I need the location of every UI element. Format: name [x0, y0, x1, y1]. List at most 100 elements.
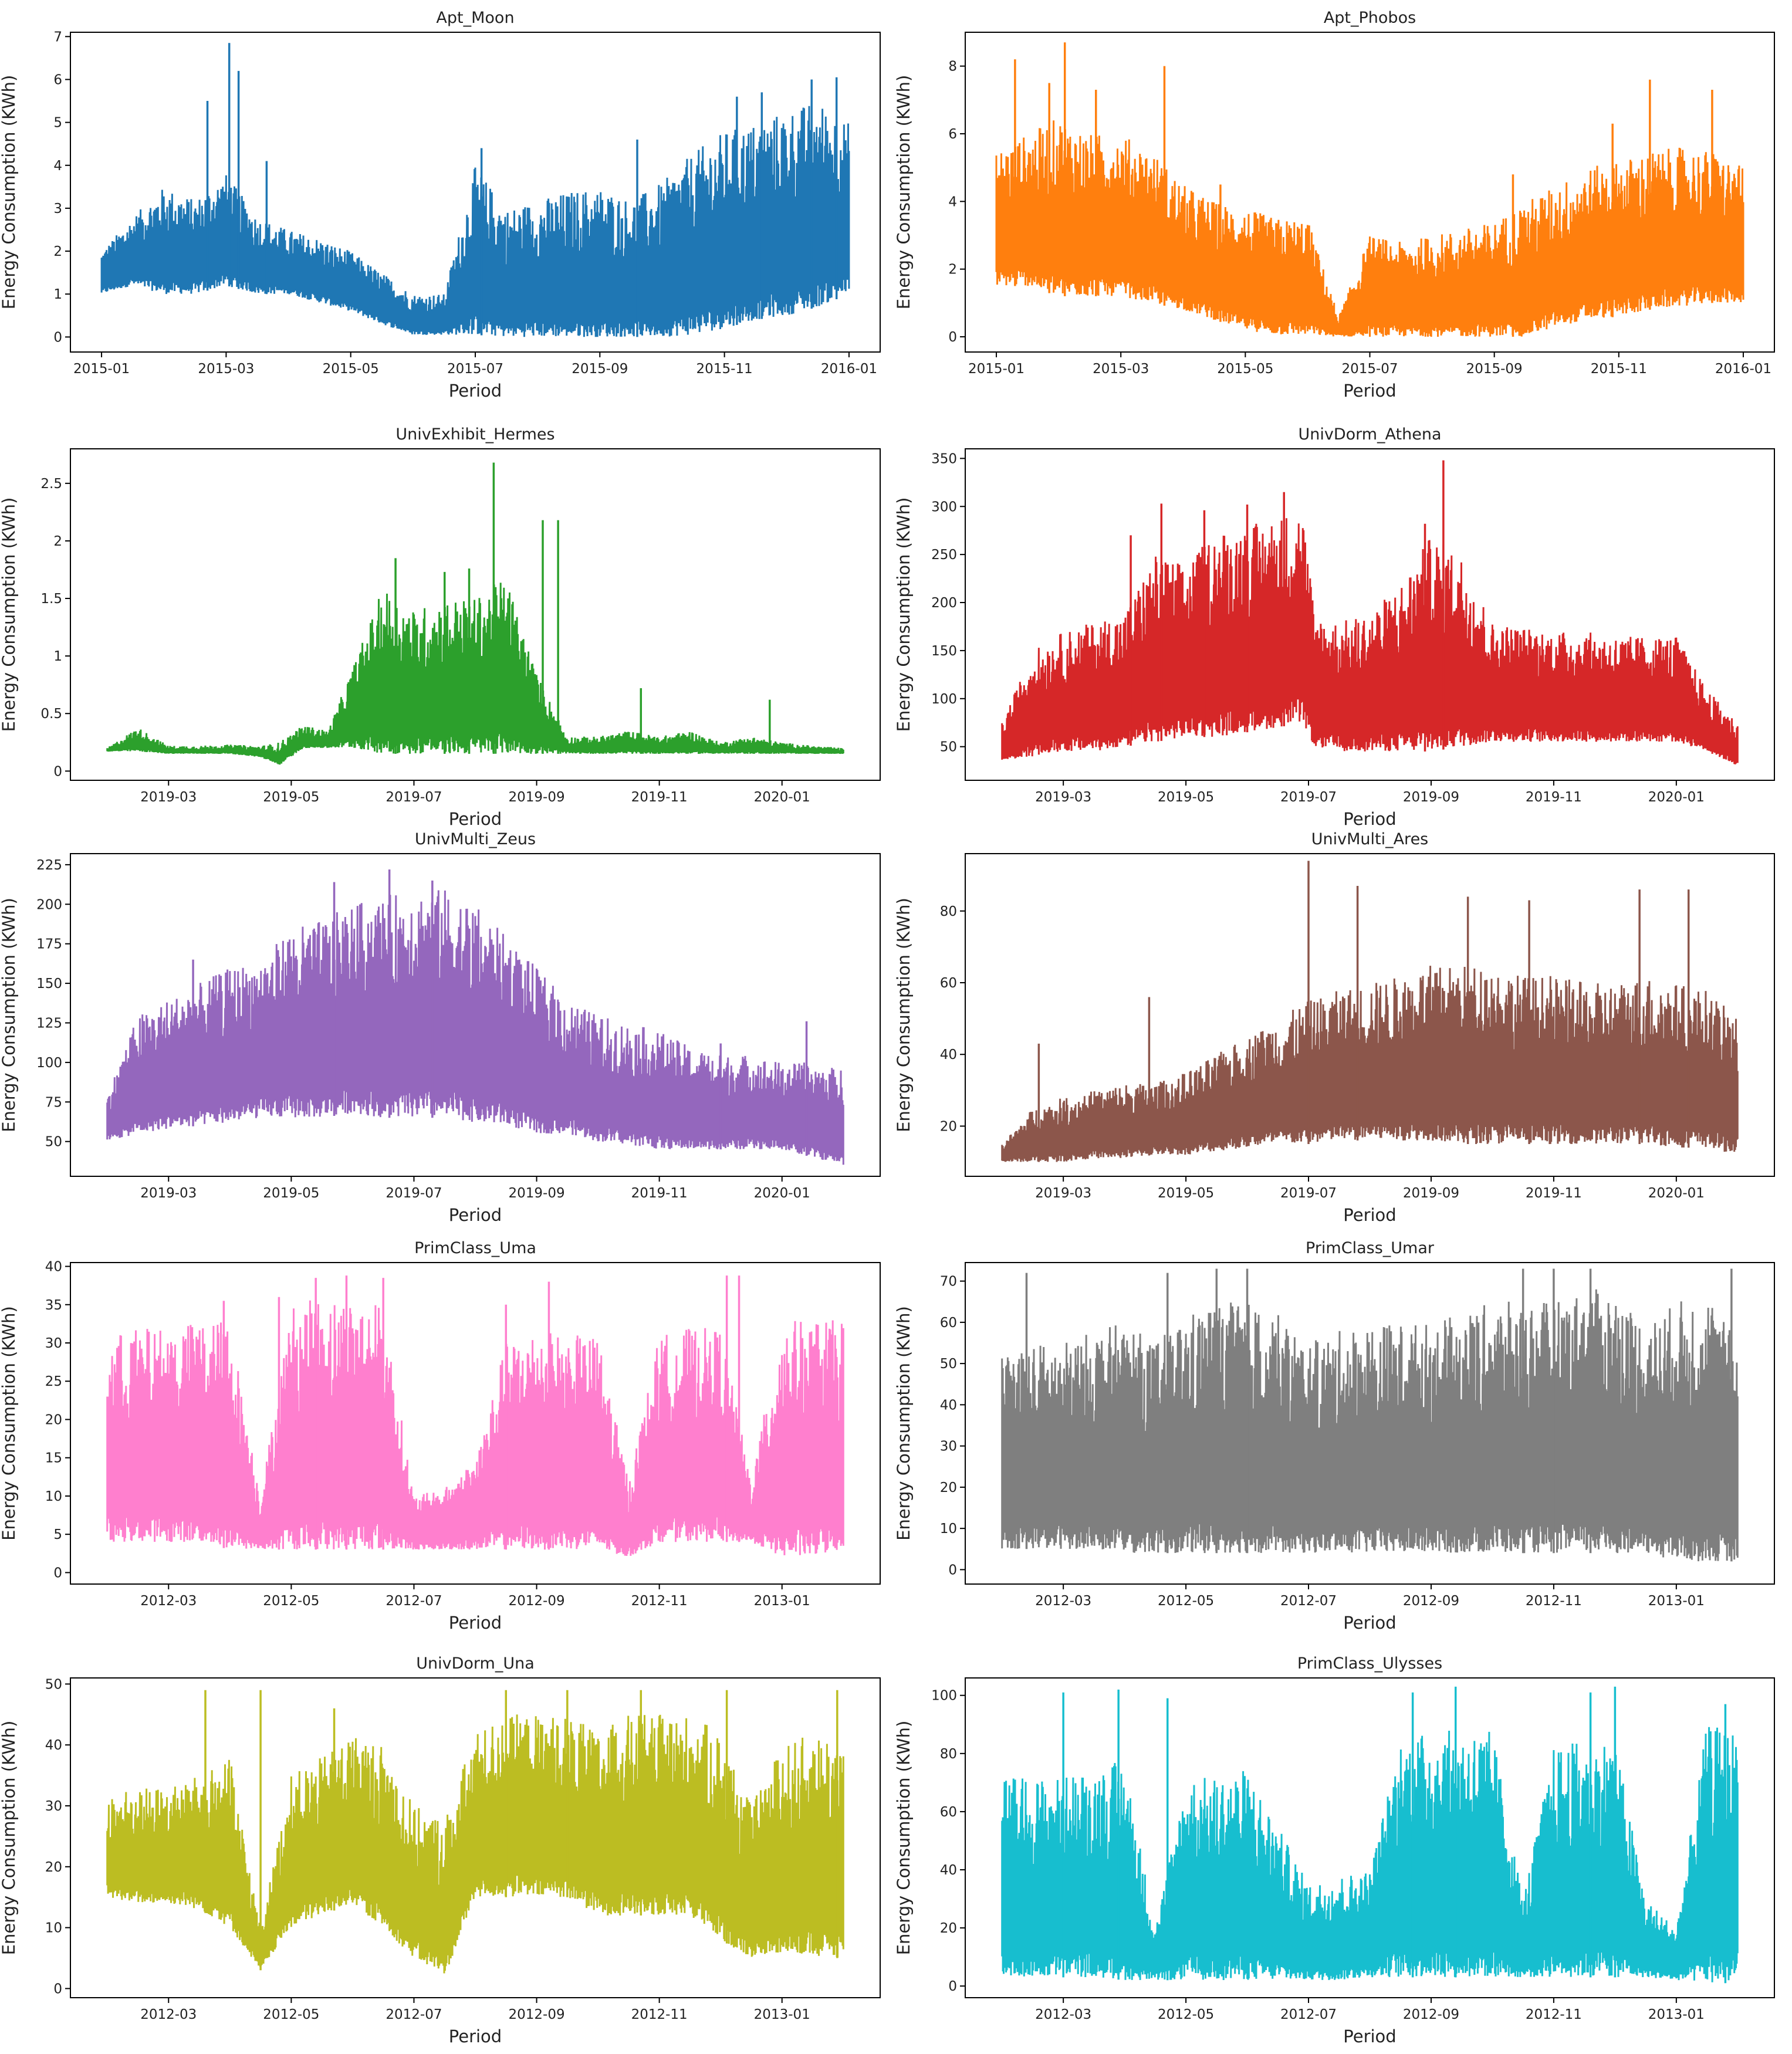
y-axis-label: Energy Consumption (KWh): [0, 498, 19, 732]
y-tick-label: 0: [53, 1565, 62, 1581]
x-tick-label: 2020-01: [754, 790, 810, 805]
x-tick-label: 2020-01: [1648, 1186, 1705, 1201]
axes-frame: [965, 1677, 1775, 1998]
x-tick-label: 2012-03: [140, 2007, 197, 2022]
x-tick-label: 2019-03: [140, 1186, 197, 1201]
y-tick-label: 50: [940, 740, 957, 755]
series-line: [1001, 1727, 1739, 1982]
y-tick-label: 200: [36, 897, 62, 912]
y-axis-label: Energy Consumption (KWh): [894, 898, 914, 1132]
series-line: [106, 890, 844, 1165]
y-tick-label: 30: [45, 1336, 62, 1351]
y-tick-label: 10: [45, 1921, 62, 1936]
y-tick-label: 2.5: [40, 476, 62, 492]
x-tick-label: 2019-05: [1158, 790, 1214, 805]
x-axis-label: Period: [449, 381, 502, 401]
x-tick-label: 2013-01: [754, 2007, 810, 2022]
y-tick-label: 250: [931, 547, 957, 563]
y-tick-label: 4: [948, 194, 957, 209]
y-tick-label: 30: [940, 1439, 957, 1454]
x-tick-label: 2016-01: [1715, 361, 1771, 377]
y-tick-label: 100: [36, 1055, 62, 1071]
y-tick-label: 80: [940, 1747, 957, 1762]
x-tick-label: 2012-07: [1280, 1593, 1337, 1609]
x-tick-label: 2013-01: [754, 1593, 810, 1609]
x-tick-label: 2019-03: [140, 790, 197, 805]
x-axis-label: Period: [1343, 1613, 1396, 1633]
x-tick-label: 2015-07: [447, 361, 503, 377]
y-tick-label: 20: [940, 1119, 957, 1134]
chart-panel-7: PrimClass_Uma 0 5 10 15 20 25 30 35 40 2012-03 2012…: [0, 1239, 881, 1633]
y-tick-label: 40: [45, 1260, 62, 1275]
x-tick-label: 2013-01: [1648, 2007, 1705, 2022]
chart-panel-2: Apt_Phobos 0 2 4 6 8 2015-01 2015-03 2015-05 2015…: [894, 9, 1775, 401]
chart-title: Apt_Phobos: [1324, 9, 1416, 27]
y-tick-label: 60: [940, 976, 957, 991]
x-tick-label: 2019-03: [1035, 790, 1091, 805]
y-tick-label: 200: [931, 595, 957, 611]
y-tick-label: 20: [45, 1412, 62, 1427]
axes-frame: [965, 853, 1775, 1177]
y-tick-label: 4: [53, 158, 62, 174]
y-tick-label: 50: [45, 1677, 62, 1692]
y-tick-label: 3: [53, 201, 62, 216]
x-tick-label: 2012-11: [631, 1593, 688, 1609]
chart-panel-1: Apt_Moon 0 1 2 3 4 5 6 7 2015-01 2015-03 2015-05 201…: [0, 9, 881, 401]
y-tick-label: 1: [53, 649, 62, 664]
x-tick-label: 2019-11: [631, 790, 688, 805]
y-tick-label: 8: [948, 59, 957, 75]
x-tick-label: 2012-05: [1158, 2007, 1214, 2022]
x-tick-label: 2019-11: [1526, 1186, 1582, 1201]
x-tick-label: 2015-09: [1466, 361, 1523, 377]
x-tick-label: 2015-11: [696, 361, 753, 377]
chart-title: UnivDorm_Athena: [1298, 425, 1441, 444]
x-tick-label: 2012-07: [386, 1593, 442, 1609]
x-tick-label: 2020-01: [754, 1186, 810, 1201]
x-tick-label: 2015-01: [73, 361, 130, 377]
x-tick-label: 2016-01: [821, 361, 877, 377]
x-tick-label: 2019-05: [1158, 1186, 1214, 1201]
x-tick-label: 2012-07: [1280, 2007, 1337, 2022]
x-tick-label: 2019-07: [1280, 790, 1337, 805]
chart-panel-4: UnivDorm_Athena 50 100 150 200 250 300 350 2019-…: [894, 425, 1775, 829]
axes-frame: [965, 1262, 1775, 1585]
x-tick-label: 2012-09: [508, 2007, 564, 2022]
y-tick-label: 100: [931, 692, 957, 707]
x-tick-label: 2012-05: [263, 2007, 319, 2022]
y-tick-label: 2: [948, 262, 957, 278]
x-tick-label: 2012-11: [1526, 1593, 1582, 1609]
x-tick-label: 2019-03: [1035, 1186, 1091, 1201]
x-tick-label: 2012-11: [631, 2007, 688, 2022]
y-tick-label: 100: [931, 1688, 957, 1704]
y-tick-label: 5: [53, 1527, 62, 1542]
x-tick-label: 2015-03: [1093, 361, 1149, 377]
series-line: [106, 583, 844, 765]
y-tick-label: 0: [53, 330, 62, 345]
y-tick-label: 35: [45, 1298, 62, 1313]
y-tick-label: 350: [931, 451, 957, 466]
x-tick-label: 2019-07: [1280, 1186, 1337, 1201]
chart-title: UnivExhibit_Hermes: [395, 425, 554, 444]
x-tick-label: 2015-07: [1341, 361, 1398, 377]
series-line: [1001, 1289, 1739, 1562]
x-tick-label: 2019-09: [1403, 790, 1459, 805]
y-axis-label: Energy Consumption (KWh): [894, 75, 914, 310]
x-tick-label: 2015-05: [1217, 361, 1273, 377]
y-tick-label: 60: [940, 1315, 957, 1331]
x-tick-label: 2020-01: [1648, 790, 1705, 805]
chart-title: PrimClass_Uma: [414, 1239, 536, 1257]
y-tick-label: 40: [940, 1863, 957, 1878]
chart-panel-9: UnivDorm_Una 0 10 20 30 40 50 2012-03 2012-05 201…: [0, 1654, 881, 2046]
y-axis-label: Energy Consumption (KWh): [0, 75, 19, 310]
y-tick-label: 40: [940, 1397, 957, 1413]
y-tick-label: 150: [931, 644, 957, 659]
x-tick-label: 2012-03: [1035, 2007, 1091, 2022]
series-line: [106, 1300, 844, 1556]
y-axis-label: Energy Consumption (KWh): [0, 1306, 19, 1541]
x-tick-label: 2012-07: [386, 2007, 442, 2022]
y-tick-label: 7: [53, 29, 62, 45]
x-tick-label: 2012-09: [1403, 1593, 1459, 1609]
x-axis-label: Period: [449, 1613, 502, 1633]
series-line: [995, 120, 1744, 337]
series-line: [1001, 966, 1739, 1162]
